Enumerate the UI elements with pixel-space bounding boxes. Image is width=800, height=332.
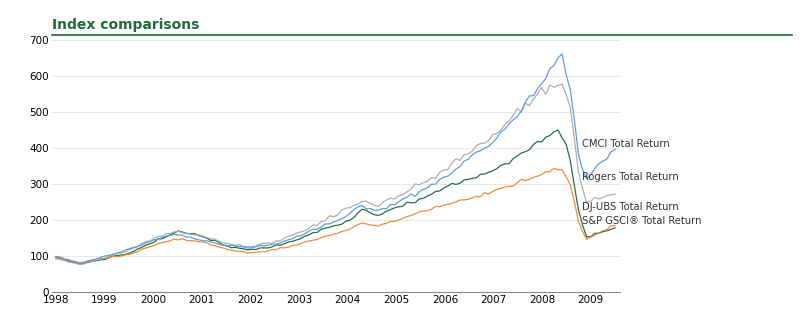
Text: Rogers Total Return: Rogers Total Return	[582, 172, 679, 182]
Text: DJ-UBS Total Return: DJ-UBS Total Return	[582, 202, 679, 212]
Text: Index comparisons: Index comparisons	[52, 18, 199, 32]
Text: S&P GSCI® Total Return: S&P GSCI® Total Return	[582, 216, 702, 226]
Text: CMCI Total Return: CMCI Total Return	[582, 139, 670, 149]
